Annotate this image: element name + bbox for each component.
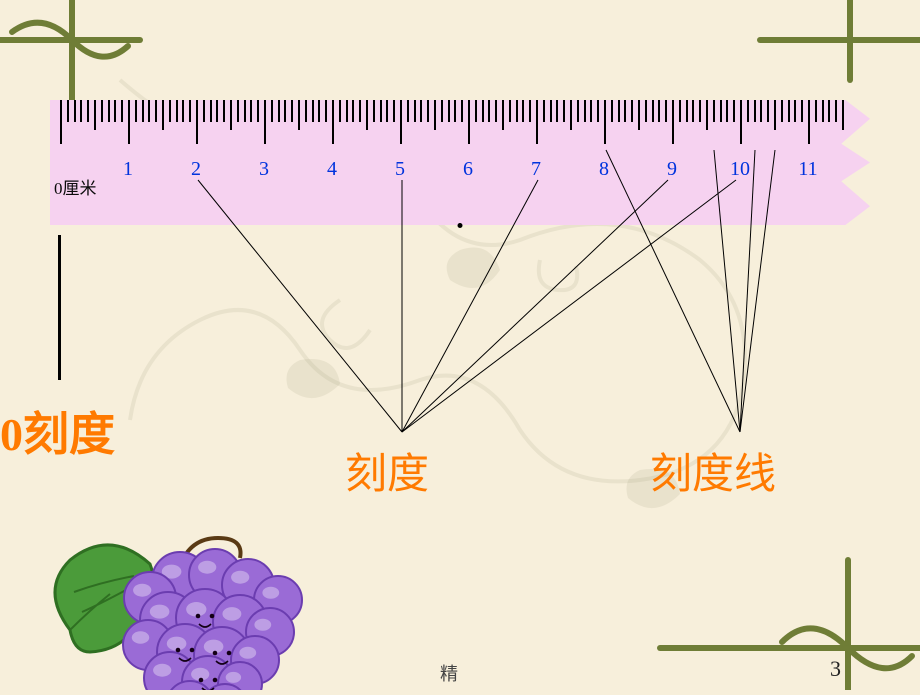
scale-number-label: 刻度: [345, 440, 429, 501]
grapes-decoration: [30, 520, 320, 690]
footer-text: 精: [440, 660, 458, 686]
zero-scale-label: 0刻度: [0, 398, 115, 464]
scale-line-label: 刻度线: [650, 440, 776, 501]
page-number: 3: [830, 656, 841, 682]
